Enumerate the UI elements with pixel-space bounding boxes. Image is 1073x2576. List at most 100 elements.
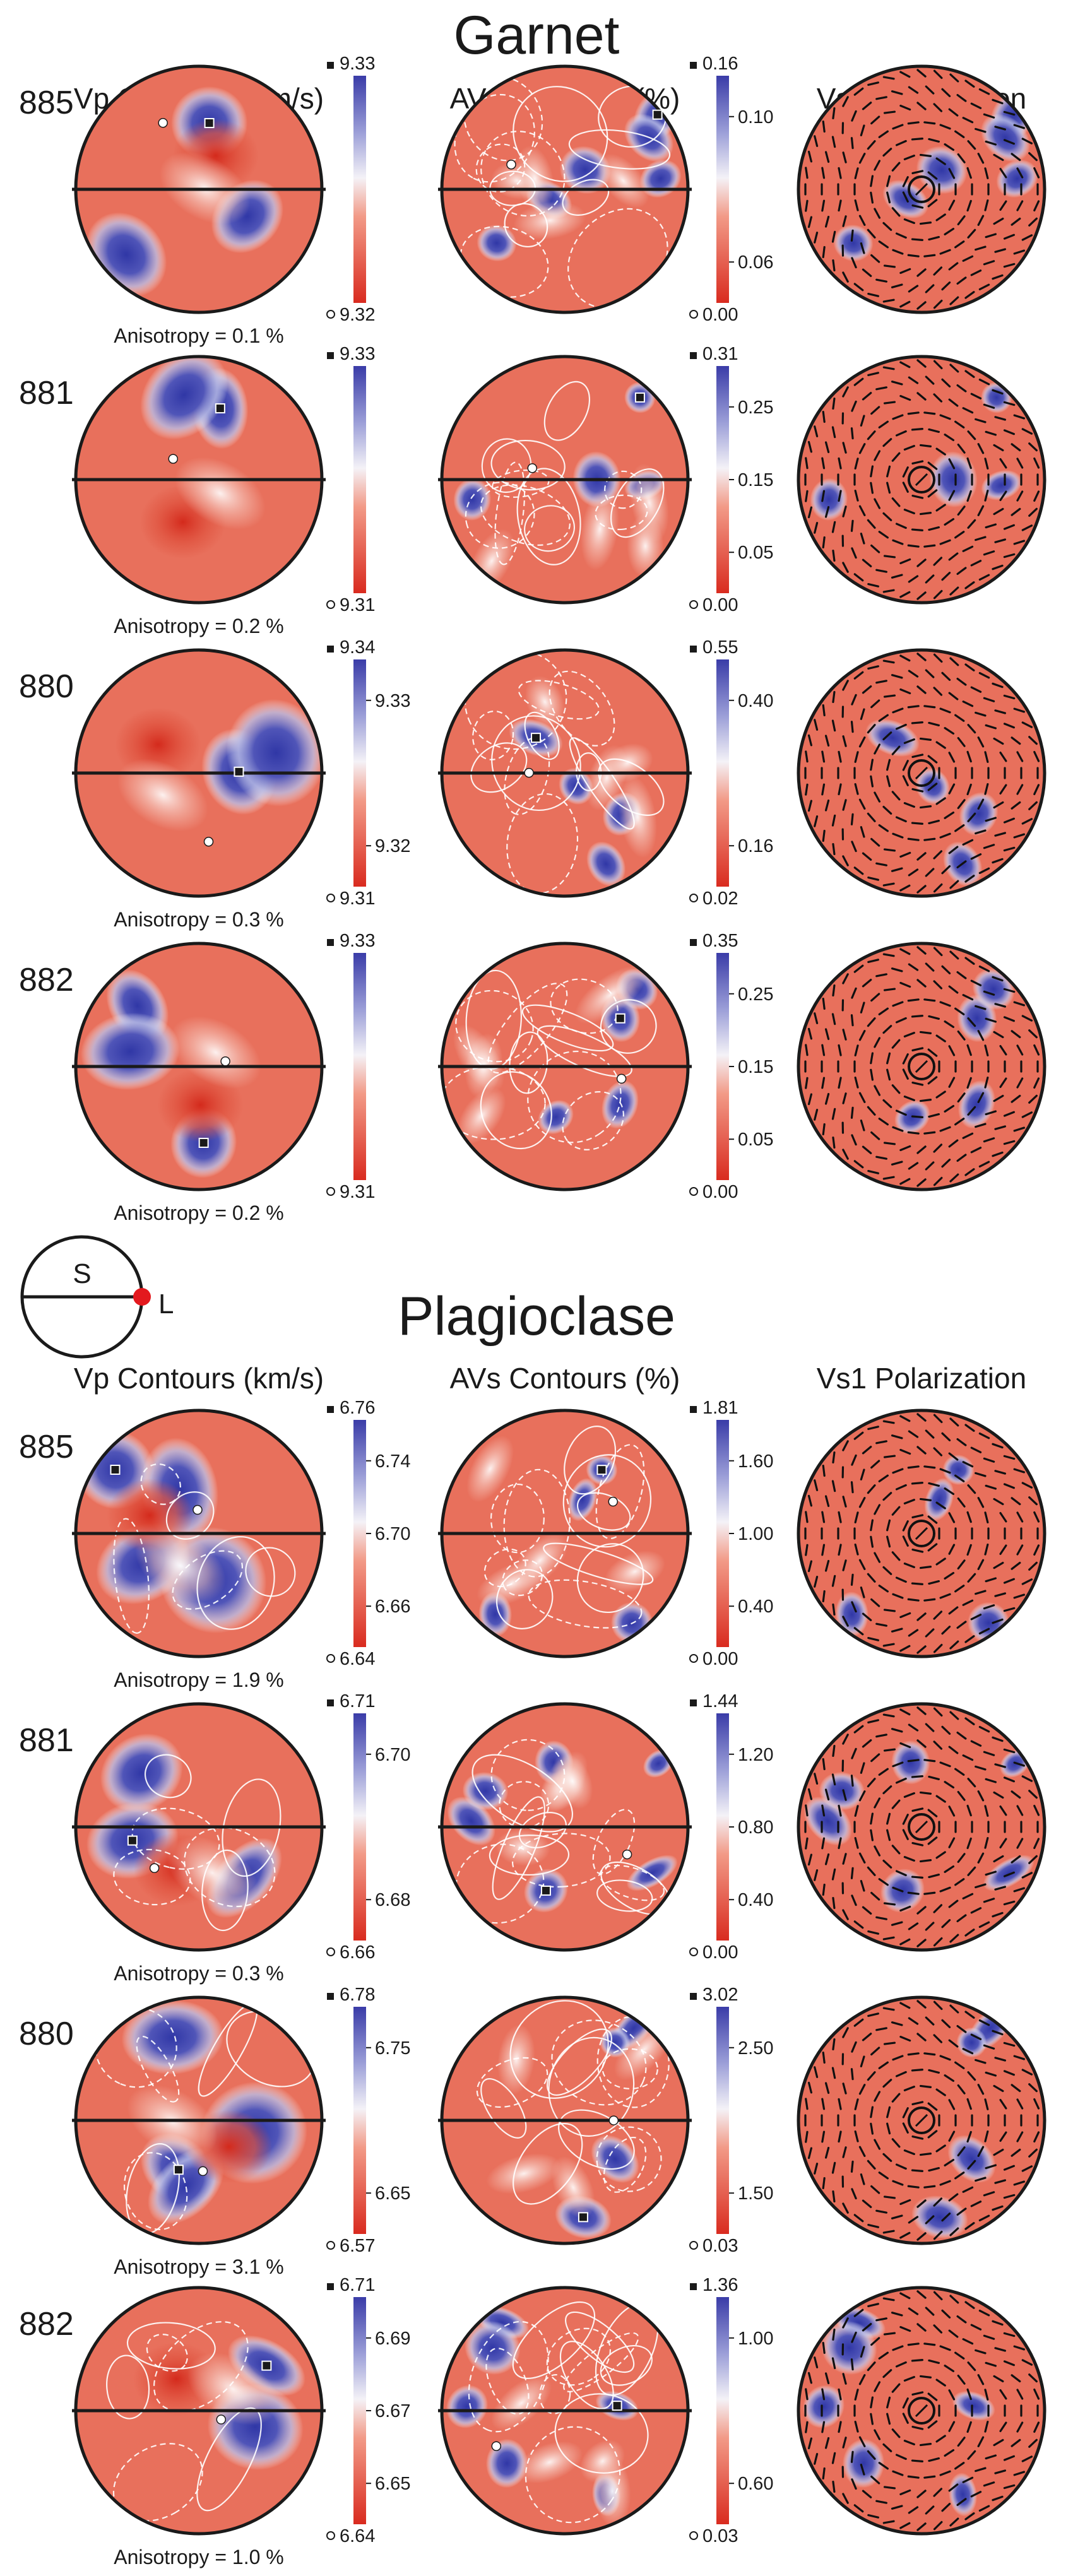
polarization-tick	[882, 805, 892, 815]
polarization-tick	[994, 1003, 1006, 1008]
avs-colorbar	[716, 1713, 729, 1941]
polarization-tick	[928, 1580, 940, 1585]
polarization-tick	[948, 1606, 959, 1615]
polarization-tick	[899, 884, 911, 892]
polarization-tick	[1021, 1111, 1033, 1118]
colorbar-max-symbol	[690, 1993, 697, 2000]
polarization-center-tick	[915, 2404, 928, 2418]
polarization-tick	[862, 1739, 872, 1748]
contour-line	[106, 2354, 150, 2419]
polarization-tick	[992, 389, 1004, 395]
polarization-tick	[886, 2413, 891, 2425]
polarization-tick	[966, 1804, 972, 1817]
polarization-tick	[1028, 801, 1038, 810]
polarization-tick	[911, 1807, 924, 1812]
polarization-tick	[875, 2209, 887, 2214]
polarization-tick	[927, 1543, 938, 1552]
orientation-legend: SL	[20, 1235, 174, 1359]
polarization-tick	[899, 654, 911, 662]
contour-line	[491, 715, 581, 812]
contour-line	[562, 1454, 652, 1548]
polarization-tick	[957, 505, 966, 516]
polarization-tick	[939, 1126, 951, 1132]
polarization-tick	[966, 2388, 972, 2401]
colorbar-min-label: 6.64	[340, 2526, 375, 2546]
polarization-tick	[941, 1159, 951, 1168]
polarization-tick	[858, 153, 866, 164]
polarization-tick	[899, 851, 911, 858]
avs-blob-7	[513, 201, 586, 240]
polarization-tick	[1033, 457, 1040, 469]
polarization-tick	[935, 504, 946, 512]
polarization-tick	[992, 1736, 1004, 1742]
polarization-tick	[883, 988, 896, 991]
polarization-tick	[933, 980, 943, 990]
polarization-tick	[860, 708, 865, 720]
polarization-tick	[832, 842, 836, 856]
polarization-tick	[821, 1044, 826, 1056]
colorbar-min-label: 6.57	[340, 2236, 375, 2256]
polarization-tick	[966, 490, 972, 502]
polarization-tick	[939, 832, 951, 839]
polarization-tick	[916, 946, 927, 955]
polarization-tick	[886, 482, 891, 494]
contour-line	[222, 1778, 282, 1877]
polarization-tick	[933, 103, 943, 112]
colorbar-tick-label: 1.60	[738, 1451, 773, 1472]
polarization-tick	[949, 950, 959, 960]
polarization-tick	[935, 741, 946, 749]
polarization-tick	[1003, 1900, 1016, 1906]
polarization-tick	[948, 398, 959, 407]
polarization-tick	[925, 2215, 935, 2224]
polarization-tick	[1013, 414, 1026, 420]
polarization-tick	[822, 536, 826, 549]
polarization-tick	[851, 1747, 857, 1759]
polarization-tick	[895, 1109, 907, 1116]
colorbar-min-label: 0.00	[702, 1942, 738, 1963]
min-marker	[203, 836, 214, 847]
polarization-tick	[882, 2153, 892, 2162]
polarization-tick	[967, 140, 976, 150]
polarization-tick	[994, 1592, 1006, 1597]
polarization-tick	[824, 1788, 830, 1801]
polarization-tick	[870, 1052, 874, 1065]
polarization-tick	[814, 815, 819, 827]
polarization-tick	[964, 957, 975, 965]
polarization-tick	[949, 880, 959, 889]
max-marker	[578, 2212, 588, 2223]
polarization-tick	[939, 2470, 951, 2476]
polarization-tick	[867, 1169, 879, 1174]
polarization-tick	[807, 440, 812, 453]
polarization-tick	[983, 2191, 995, 2197]
polarization-tick	[978, 2214, 990, 2222]
polarization-tick	[944, 143, 955, 151]
colorbar-min-symbol	[689, 2531, 698, 2540]
min-marker	[524, 767, 534, 778]
polarization-tick	[984, 1543, 989, 1556]
polarization-tick	[891, 1799, 901, 1809]
polarization-center-ring	[908, 2397, 935, 2425]
polarization-tick	[899, 1708, 911, 1716]
polarization-tick	[925, 1161, 935, 1171]
polarization-tick	[1021, 1872, 1033, 1879]
polarization-tick	[956, 2207, 967, 2216]
vp-colorbar	[353, 1713, 366, 1941]
polarization-tick	[870, 482, 874, 494]
polarization-tick	[977, 1030, 985, 1041]
polarization-tick	[805, 750, 809, 763]
polarization-tick	[944, 1020, 955, 1029]
polarization-tick	[882, 882, 895, 887]
polarization-tick	[899, 2325, 911, 2332]
polarization-tick	[978, 1161, 990, 1168]
polarization-tick	[993, 1855, 1004, 1863]
polarization-tick	[933, 1610, 943, 1620]
polarization-tick	[882, 1713, 895, 1718]
polarization-tick	[935, 1851, 946, 1859]
polarization-tick	[985, 1110, 997, 1116]
polarization-tick	[891, 1628, 903, 1633]
stereonet-outline	[797, 942, 1046, 1191]
polarization-tick	[832, 107, 836, 120]
polarization-tick	[939, 124, 951, 130]
polarization-tick	[975, 1472, 987, 1477]
polarization-tick	[821, 1837, 826, 1850]
